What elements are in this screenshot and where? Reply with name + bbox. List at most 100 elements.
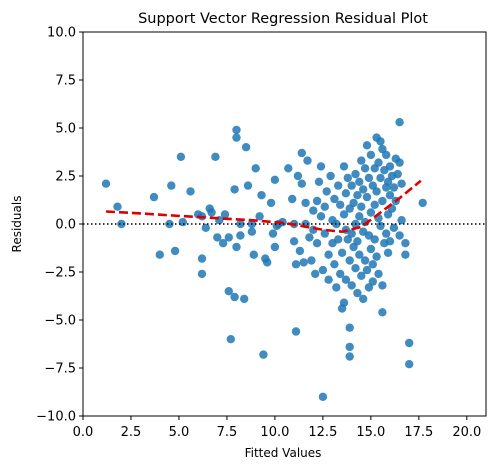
data-point bbox=[247, 227, 257, 236]
data-point bbox=[320, 202, 329, 211]
data-point bbox=[368, 277, 377, 286]
data-point bbox=[343, 173, 352, 183]
data-point bbox=[378, 281, 387, 290]
data-point bbox=[257, 191, 266, 200]
data-point bbox=[362, 192, 372, 202]
data-point bbox=[359, 185, 368, 194]
data-point bbox=[397, 216, 406, 225]
data-point bbox=[232, 133, 241, 142]
data-point bbox=[345, 256, 354, 265]
data-point bbox=[360, 256, 370, 265]
data-point bbox=[330, 260, 339, 269]
data-point bbox=[224, 233, 233, 242]
y-tick-label: 0.0 bbox=[55, 218, 76, 233]
data-point bbox=[336, 200, 345, 209]
data-point bbox=[355, 212, 364, 221]
data-point bbox=[355, 177, 364, 186]
y-axis-label: Residuals bbox=[10, 196, 24, 253]
data-point bbox=[395, 158, 404, 167]
data-point bbox=[336, 269, 345, 279]
y-tick-label: 10.0 bbox=[47, 26, 76, 41]
x-axis-ticks: 0.0 2.5 5.0 7.5 10.0 12.5 15.0 17.5 20.0 bbox=[73, 416, 481, 440]
data-point bbox=[382, 229, 391, 238]
data-point bbox=[389, 223, 399, 232]
data-point bbox=[362, 141, 372, 150]
y-tick-label: −5.0 bbox=[44, 314, 76, 329]
y-tick-label: −2.5 bbox=[44, 266, 76, 281]
data-point bbox=[324, 250, 333, 259]
x-tick-label: 0.0 bbox=[73, 425, 94, 440]
data-point bbox=[405, 338, 414, 348]
data-point bbox=[155, 250, 164, 259]
data-point bbox=[167, 181, 176, 190]
data-point bbox=[353, 191, 362, 200]
data-point bbox=[360, 164, 370, 173]
data-point bbox=[374, 269, 383, 279]
data-point bbox=[232, 125, 241, 135]
data-point bbox=[176, 152, 186, 161]
data-point bbox=[316, 212, 326, 221]
x-tick-label: 15.0 bbox=[356, 425, 385, 440]
data-point bbox=[299, 258, 308, 267]
data-point bbox=[232, 242, 241, 252]
data-point bbox=[374, 158, 383, 167]
data-point bbox=[372, 252, 381, 261]
data-point bbox=[324, 275, 333, 284]
data-point bbox=[366, 244, 376, 254]
data-point bbox=[347, 181, 356, 190]
data-point bbox=[268, 229, 278, 238]
y-tick-label: −7.5 bbox=[44, 362, 76, 377]
data-point bbox=[368, 260, 377, 269]
data-point bbox=[372, 187, 381, 196]
data-point bbox=[378, 196, 387, 206]
data-point bbox=[293, 171, 303, 181]
data-point bbox=[395, 118, 404, 127]
data-point bbox=[339, 210, 349, 219]
data-point bbox=[393, 169, 402, 179]
data-point bbox=[378, 308, 387, 317]
data-point bbox=[207, 208, 216, 217]
data-point bbox=[322, 187, 331, 196]
data-point bbox=[249, 250, 258, 259]
data-point bbox=[353, 237, 362, 246]
data-point bbox=[332, 283, 341, 292]
data-point bbox=[312, 196, 322, 206]
data-point bbox=[326, 171, 335, 181]
data-point bbox=[295, 246, 305, 256]
data-point bbox=[359, 294, 368, 304]
y-axis-ticks: −10.0 −7.5 −5.0 −2.5 0.0 2.5 5.0 7.5 10.0 bbox=[36, 26, 83, 425]
data-point bbox=[339, 298, 349, 307]
x-tick-label: 7.5 bbox=[217, 425, 238, 440]
data-point bbox=[297, 179, 306, 188]
data-point bbox=[220, 210, 230, 219]
y-tick-label: 7.5 bbox=[55, 74, 76, 89]
data-point bbox=[314, 177, 324, 186]
data-point bbox=[178, 217, 187, 227]
data-point bbox=[213, 233, 222, 242]
x-tick-label: 5.0 bbox=[169, 425, 190, 440]
data-point bbox=[357, 202, 366, 211]
data-point bbox=[309, 206, 318, 215]
data-point bbox=[362, 265, 372, 275]
data-point bbox=[347, 281, 356, 290]
data-point bbox=[395, 231, 404, 240]
data-point bbox=[345, 323, 354, 332]
x-axis-label: Fitted Values bbox=[245, 446, 322, 460]
data-point bbox=[201, 223, 210, 232]
data-point bbox=[289, 237, 299, 246]
data-point bbox=[345, 352, 354, 361]
data-point bbox=[243, 181, 253, 190]
data-point bbox=[117, 219, 126, 229]
data-point bbox=[230, 292, 239, 302]
data-point bbox=[230, 185, 239, 194]
y-tick-label: −10.0 bbox=[36, 410, 76, 425]
x-tick-label: 20.0 bbox=[452, 425, 481, 440]
data-point bbox=[357, 156, 366, 165]
data-point bbox=[357, 271, 366, 280]
data-point bbox=[251, 164, 260, 173]
data-point bbox=[351, 264, 360, 273]
data-point bbox=[270, 175, 280, 184]
data-point bbox=[385, 191, 395, 200]
data-point bbox=[370, 200, 379, 209]
